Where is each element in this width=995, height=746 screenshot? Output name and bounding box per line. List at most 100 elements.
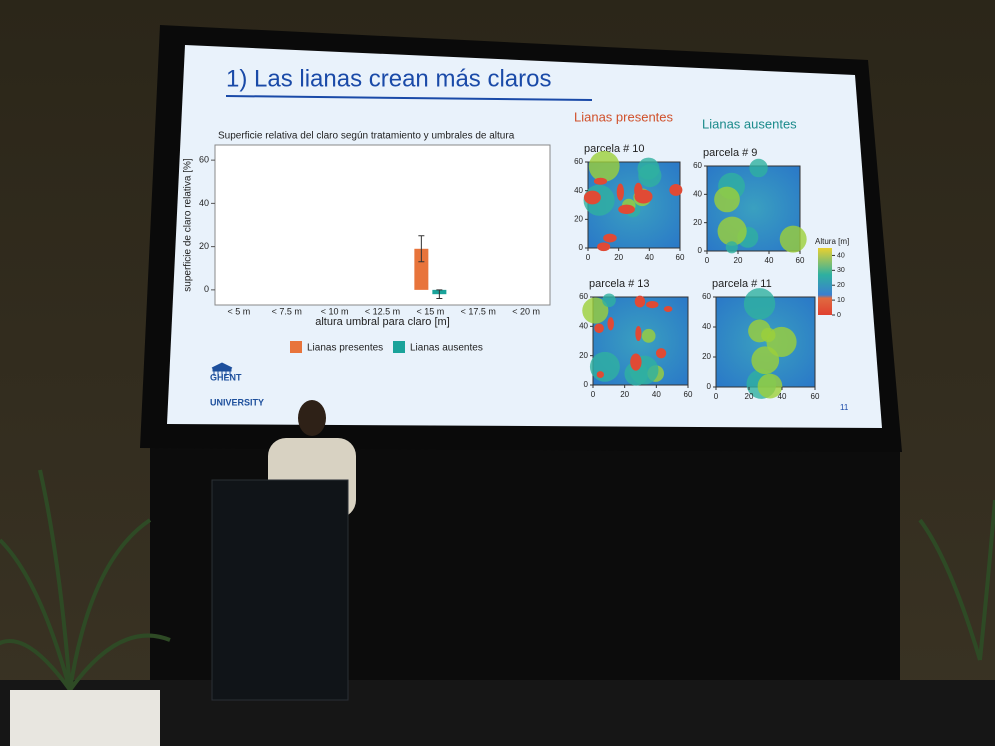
colorbar-tick-label: 0 [837, 312, 841, 319]
gap-patch [646, 300, 659, 309]
map-patch [766, 326, 797, 357]
map-y-tick-label: 60 [702, 292, 711, 301]
colorbar-title: Altura [m] [815, 237, 849, 246]
x-axis-label: altura umbral para claro [m] [315, 316, 450, 328]
map-title: parcela # 13 [589, 278, 650, 290]
map-title: parcela # 9 [703, 147, 757, 159]
map-x-tick-label: 60 [811, 392, 820, 401]
map-y-tick-label: 40 [693, 189, 702, 198]
map-x-tick-label: 0 [591, 390, 596, 399]
map-patch [588, 150, 620, 182]
map-y-tick-label: 0 [584, 380, 589, 389]
y-tick-label: 20 [199, 241, 209, 251]
map-x-tick-label: 20 [614, 253, 623, 262]
map-patch [749, 158, 768, 178]
map-y-tick-label: 60 [693, 161, 702, 170]
gap-patch [618, 204, 635, 215]
heading-right: Lianas ausentes [702, 116, 797, 131]
gap-patch [596, 371, 604, 378]
error-bar [436, 289, 443, 300]
map-y-tick-label: 20 [702, 352, 711, 361]
map-y-tick-label: 60 [574, 157, 583, 166]
legend-label: Lianas presentes [307, 343, 383, 354]
gap-patch [663, 306, 673, 313]
map-y-tick-label: 60 [579, 292, 588, 301]
map-x-tick-label: 0 [586, 253, 591, 262]
map-x-tick-label: 60 [676, 253, 685, 262]
speaker [211, 400, 356, 701]
map-y-tick-label: 0 [707, 382, 712, 391]
y-axis-label: superficie de claro relativa [%] [183, 158, 194, 292]
heading-left: Lianas presentes [574, 109, 674, 124]
slide-content: 1) Las lianas crean más claros Lianas pr… [183, 65, 850, 412]
gap-patch [607, 317, 614, 331]
map-patch [717, 216, 747, 246]
map-y-tick-label: 20 [574, 214, 583, 223]
gap-patch [597, 242, 611, 252]
map-title: parcela # 11 [712, 278, 772, 290]
gap-patch [583, 190, 601, 205]
chart-title: Superficie relativa del claro según trat… [218, 131, 515, 142]
map-patch [779, 225, 807, 253]
map-x-tick-label: 20 [620, 390, 629, 399]
x-tick-label: < 10 m [321, 306, 349, 316]
map-y-tick-label: 40 [702, 322, 711, 331]
map-x-tick-label: 20 [745, 392, 754, 401]
bar [414, 248, 429, 290]
map-x-tick-label: 40 [652, 390, 661, 399]
map-x-tick-label: 0 [705, 256, 710, 265]
page-number: 11 [840, 403, 849, 412]
map-y-tick-label: 40 [574, 186, 583, 195]
map-x-tick-label: 40 [778, 392, 787, 401]
map-y-tick-label: 0 [698, 246, 703, 255]
map-patch [589, 351, 620, 382]
planter [10, 690, 160, 746]
colorbar-tick-label: 30 [837, 267, 845, 274]
map-patch [641, 328, 656, 343]
gap-patch [593, 177, 608, 185]
plant [0, 469, 995, 692]
map-y-tick-label: 0 [579, 243, 584, 252]
logo-line: GHENT [210, 372, 242, 382]
gap-patch [630, 353, 642, 371]
y-tick-label: 0 [204, 284, 209, 294]
map-x-tick-label: 40 [645, 253, 654, 262]
map-patch [757, 373, 783, 399]
map-title: parcela # 10 [584, 143, 645, 155]
logo-line: UNIVERSITY [210, 397, 264, 407]
map-patch [743, 288, 776, 320]
map-y-tick-label: 20 [579, 351, 588, 360]
colorbar-tick-label: 40 [837, 252, 845, 259]
x-tick-label: < 17.5 m [461, 306, 496, 316]
gap-patch [603, 233, 617, 243]
map-patch [582, 297, 609, 324]
map-x-tick-label: 0 [714, 392, 719, 401]
x-tick-label: < 12.5 m [365, 306, 400, 316]
y-tick-label: 60 [199, 155, 209, 165]
gap-patch [634, 189, 653, 204]
error-bar [418, 235, 425, 263]
gap-patch [635, 325, 642, 342]
map-patch [751, 346, 780, 375]
map-x-tick-label: 40 [765, 256, 774, 265]
map-patch [638, 163, 662, 188]
legend-swatch [290, 341, 302, 353]
map-patch [725, 241, 738, 254]
map-patch [602, 293, 616, 308]
slide-title: 1) Las lianas crean más claros [226, 65, 551, 92]
colorbar-tick-label: 20 [837, 282, 845, 289]
gap-patch [634, 295, 646, 308]
legend-label: Lianas ausentes [410, 343, 483, 354]
x-tick-label: < 5 m [228, 306, 251, 316]
x-tick-label: < 7.5 m [272, 306, 302, 316]
stage [0, 680, 995, 746]
map-y-tick-label: 20 [693, 218, 702, 227]
x-tick-label: < 15 m [416, 306, 444, 316]
gap-patch [669, 183, 683, 196]
title-underline [225, 95, 593, 101]
gap-patch [616, 183, 624, 201]
x-tick-label: < 20 m [512, 306, 540, 316]
map-patch [714, 186, 740, 213]
gap-patch [594, 323, 604, 334]
